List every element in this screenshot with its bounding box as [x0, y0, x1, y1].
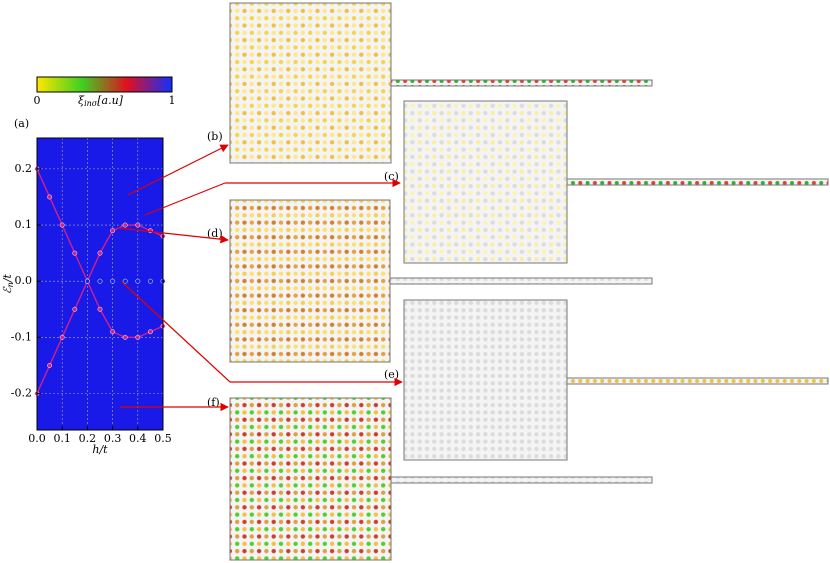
y-tick-label: -0.2 [11, 387, 32, 400]
x-tick-label: 0.0 [28, 432, 46, 445]
x-tick-label: 0.1 [53, 432, 71, 445]
panel-c [403, 100, 829, 264]
data-point [47, 194, 53, 200]
panel-f [229, 397, 653, 561]
data-point [147, 278, 153, 284]
colorbar-tick: 1 [169, 94, 176, 107]
panel-label: (c) [384, 170, 399, 183]
plot-area [37, 138, 163, 430]
y-tick-label: 0.0 [15, 274, 33, 287]
x-tick-label: 0.3 [104, 432, 122, 445]
panel-label: (e) [384, 368, 399, 381]
data-point [47, 362, 53, 368]
panel-b [229, 2, 653, 164]
panel-label: (a) [14, 117, 29, 130]
data-point [110, 228, 116, 234]
colorbar [36, 76, 173, 93]
x-tick-label: 0.5 [154, 432, 172, 445]
data-point [110, 278, 116, 284]
panel-label: (d) [207, 227, 223, 240]
data-point [122, 278, 128, 284]
data-point [59, 222, 65, 228]
data-point [135, 334, 141, 340]
data-point [147, 329, 153, 335]
data-point [72, 306, 78, 312]
data-point [122, 222, 128, 228]
y-axis-label: ℰn/t [1, 273, 15, 294]
x-axis-label: h/t [92, 443, 108, 456]
y-tick-label: -0.1 [11, 330, 32, 343]
data-point [72, 250, 78, 256]
colorbar-tick: 0 [34, 94, 41, 107]
data-point [97, 278, 103, 284]
data-point [84, 278, 90, 284]
panel-d [229, 199, 653, 363]
y-tick-label: 0.2 [15, 162, 33, 175]
data-point [135, 278, 141, 284]
data-point [59, 334, 65, 340]
arrows [117, 144, 403, 412]
data-point [135, 222, 141, 228]
data-point [97, 250, 103, 256]
x-tick-label: 0.2 [79, 432, 97, 445]
colorbar-label: ξinσ[a.u] [78, 94, 124, 108]
panel-e [403, 299, 829, 461]
x-tick-label: 0.4 [129, 432, 147, 445]
data-point [97, 306, 103, 312]
y-tick-label: 0.1 [15, 218, 33, 231]
data-point [122, 334, 128, 340]
plot-frame [36, 137, 164, 431]
data-point [110, 329, 116, 335]
panel-label: (b) [207, 130, 223, 143]
panel-label: (f) [207, 396, 220, 409]
